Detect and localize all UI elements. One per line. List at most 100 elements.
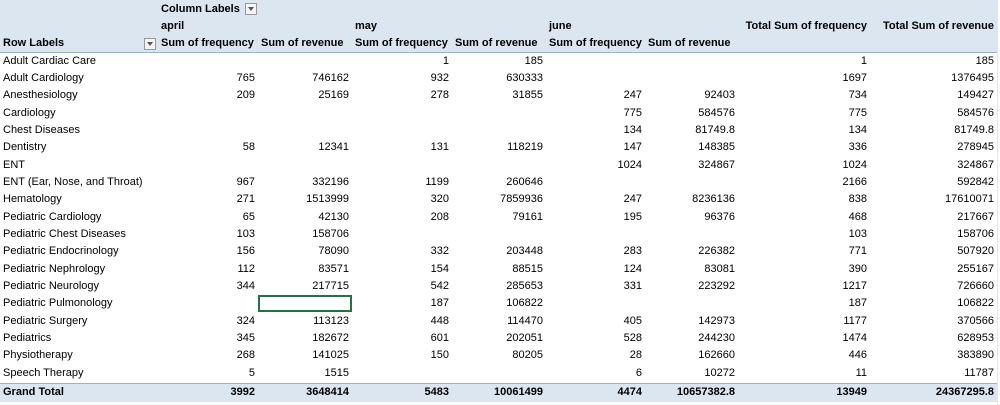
cell-value: 324867 [698,158,735,171]
cell-value: 370566 [957,314,994,327]
cell-value: 336 [848,141,867,154]
cell-value [352,226,452,243]
measure-header: Sum of revenue [648,37,731,49]
row-label: Pediatric Endocrinology [3,245,119,258]
total-value: 10061499 [494,386,543,398]
row-labels: Row Labels [3,37,65,49]
cell-value [258,53,352,70]
row-label: Adult Cardiac Care [3,54,96,67]
cell-value: 103 [848,228,867,240]
cell-value: 96376 [704,210,735,223]
row-label: Pediatric Cardiology [3,210,102,223]
cell-value: 1 [860,54,867,67]
cell-value: 162660 [698,349,735,362]
cell-value: 150 [430,349,449,362]
cell-value: 203448 [506,245,543,258]
cell-value: 332 [430,245,449,258]
cell-value: 283 [623,245,642,258]
cell-value: 223292 [698,280,735,293]
cell-value: 324867 [957,158,994,171]
filter-button[interactable] [245,3,257,15]
cell-value: 6 [635,366,642,379]
cell-value: 1474 [842,332,867,345]
cell-value: 507920 [957,245,994,258]
cell-value [452,226,546,243]
cell-value: 255167 [957,262,994,275]
cell-value: 8236136 [692,193,735,206]
cell-value: 83081 [704,262,735,275]
cell-value [158,122,258,139]
cell-value [452,122,546,139]
cell-value: 81749.8 [695,123,735,136]
cell-value: 142973 [698,314,735,327]
filter-button[interactable] [144,38,156,50]
cell-value: 156 [236,245,255,258]
total-value: 3648414 [306,386,349,398]
cell-value [546,53,645,70]
month-header: april [161,20,185,32]
row-label: Anesthesiology [3,89,78,102]
row-label: Chest Diseases [3,123,81,136]
cell-value: 630333 [506,71,543,84]
cell-value: 405 [623,314,642,327]
cell-value: 247 [623,193,642,206]
total-header: Total Sum of revenue [882,20,994,32]
cell-value: 285653 [506,280,543,293]
cell-value: 187 [848,297,867,310]
total-value: 3992 [230,386,255,398]
row-label: Hematology [3,193,62,206]
cell-value: 1217 [842,280,867,293]
row-label: Pediatric Pulmonology [3,297,113,310]
cell-value: 278945 [957,141,994,154]
cell-value [546,70,645,87]
cell-value: 1515 [324,366,349,379]
cell-value: 584576 [698,106,735,119]
measure-header: Sum of frequency [355,37,448,49]
cell-value: 106822 [506,297,543,310]
cell-value: 1 [442,54,449,67]
cell-value: 185 [975,54,994,67]
cell-value: 1024 [842,158,867,171]
cell-value: 202051 [506,332,543,345]
total-value: 10657382.8 [676,386,735,398]
cell-value: 106822 [957,297,994,310]
cell-value [546,174,645,191]
measure-header: Sum of revenue [455,37,538,49]
cell-value: 209 [236,89,255,102]
cell-value: 244230 [698,332,735,345]
row-label: Speech Therapy [3,366,84,379]
cell-value: 2166 [842,175,867,188]
cell-value: 65 [242,210,255,223]
cell-value: 217667 [957,210,994,223]
cell-value: 278 [430,89,449,102]
cell-value [452,365,546,382]
cell-value: 838 [848,193,867,206]
cell-value [645,53,738,70]
cell-value [158,105,258,122]
cell-value: 932 [430,71,449,84]
cell-value: 11 [855,366,867,379]
cell-value: 114470 [507,314,543,327]
cell-value: 628953 [957,332,994,345]
cell-value [258,295,352,313]
cell-value: 5 [248,366,255,379]
cell-value: 967 [236,175,255,188]
cell-value: 31855 [512,89,543,102]
measure-header: Sum of frequency [161,37,254,49]
cell-value: 592842 [957,175,994,188]
cell-value: 601 [430,332,449,345]
cell-value: 765 [236,71,255,84]
row-label: Pediatric Nephrology [3,262,106,275]
cell-value [645,174,738,191]
total-band [0,383,997,402]
measure-header: Sum of frequency [549,37,642,49]
cell-value [352,105,452,122]
cell-value: 208 [430,210,449,223]
cell-value: 141025 [312,349,349,362]
row-label: Pediatric Chest Diseases [3,228,126,240]
cell-value: 542 [430,280,449,293]
cell-value [452,105,546,122]
row-label: ENT [3,158,25,171]
cell-value: 332196 [312,175,349,188]
